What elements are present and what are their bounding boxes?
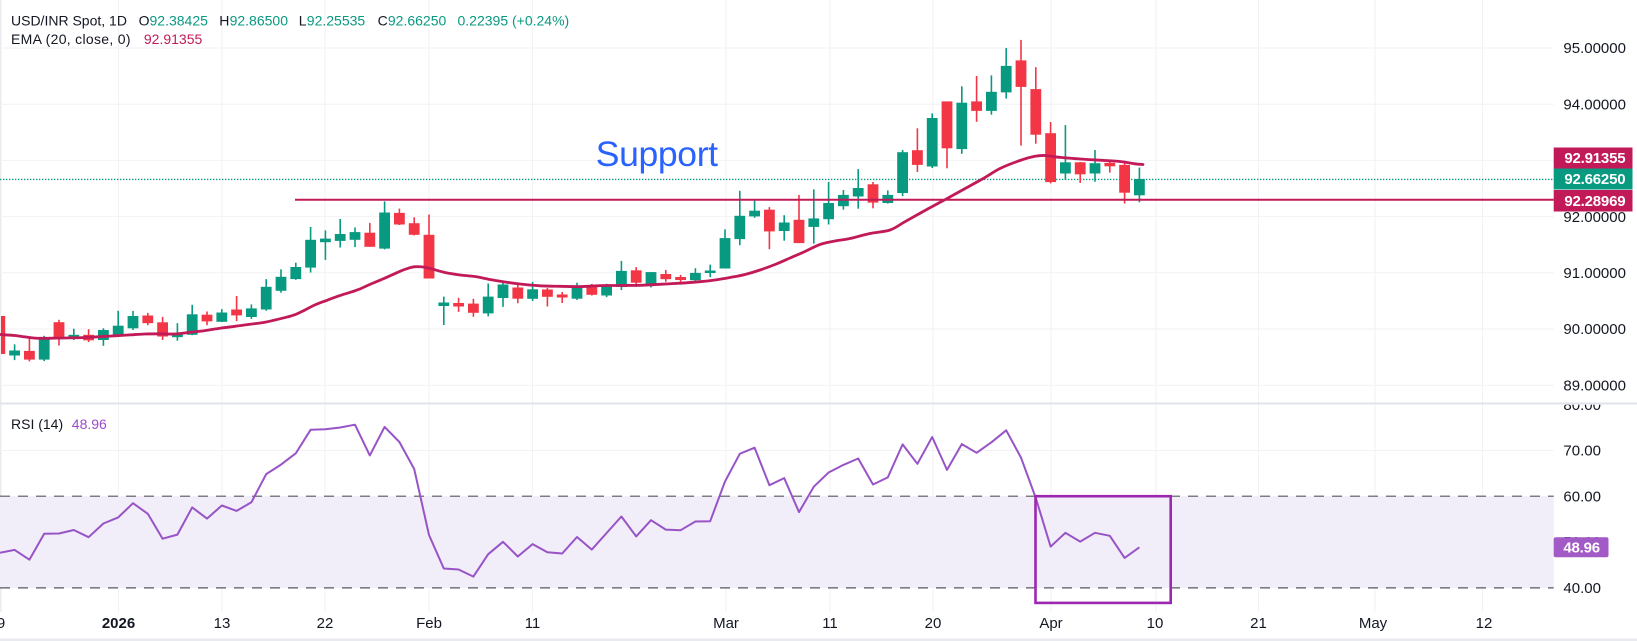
svg-text:11: 11 [822,615,838,632]
svg-text:11: 11 [525,615,541,632]
svg-text:Apr: Apr [1039,615,1062,632]
svg-text:92.66250: 92.66250 [388,13,447,29]
svg-text:0.22395 (+0.24%): 0.22395 (+0.24%) [458,13,570,29]
svg-text:EMA (20, close, 0): EMA (20, close, 0) [11,31,131,47]
svg-text:10: 10 [1147,615,1164,632]
svg-text:O: O [139,13,150,29]
svg-text:Support: Support [596,134,718,174]
svg-text:9: 9 [0,615,5,632]
svg-text:92.28969: 92.28969 [1564,193,1625,210]
svg-text:95.00000: 95.00000 [1563,40,1626,57]
svg-text:20: 20 [925,615,942,632]
svg-text:40.00: 40.00 [1563,580,1601,597]
svg-text:60.00: 60.00 [1563,488,1601,505]
svg-text:C: C [378,13,388,29]
svg-text:Feb: Feb [416,615,442,632]
svg-text:48.96: 48.96 [1563,539,1600,556]
svg-text:RSI (14): RSI (14) [11,416,63,432]
svg-text:USD/INR Spot, 1D: USD/INR Spot, 1D [11,13,127,29]
svg-text:92.66250: 92.66250 [1564,171,1625,188]
svg-text:70.00: 70.00 [1563,443,1601,460]
svg-text:2026: 2026 [102,615,135,632]
svg-text:92.86500: 92.86500 [230,13,289,29]
svg-text:12: 12 [1476,615,1493,632]
svg-text:92.91355: 92.91355 [1564,150,1625,167]
svg-text:21: 21 [1250,615,1267,632]
svg-text:92.25535: 92.25535 [307,13,366,29]
svg-text:92.91355: 92.91355 [144,31,203,47]
svg-text:89.00000: 89.00000 [1563,377,1626,394]
svg-text:13: 13 [214,615,231,632]
svg-text:94.00000: 94.00000 [1563,96,1626,113]
svg-text:22: 22 [317,615,334,632]
svg-text:80.00: 80.00 [1563,397,1601,414]
svg-text:92.00000: 92.00000 [1563,209,1626,226]
svg-text:Mar: Mar [713,615,739,632]
svg-text:90.00000: 90.00000 [1563,321,1626,338]
svg-text:92.38425: 92.38425 [150,13,209,29]
svg-text:91.00000: 91.00000 [1563,265,1626,282]
svg-text:L: L [299,13,307,29]
svg-text:48.96: 48.96 [72,416,107,432]
svg-text:H: H [219,13,229,29]
svg-text:May: May [1359,615,1388,632]
